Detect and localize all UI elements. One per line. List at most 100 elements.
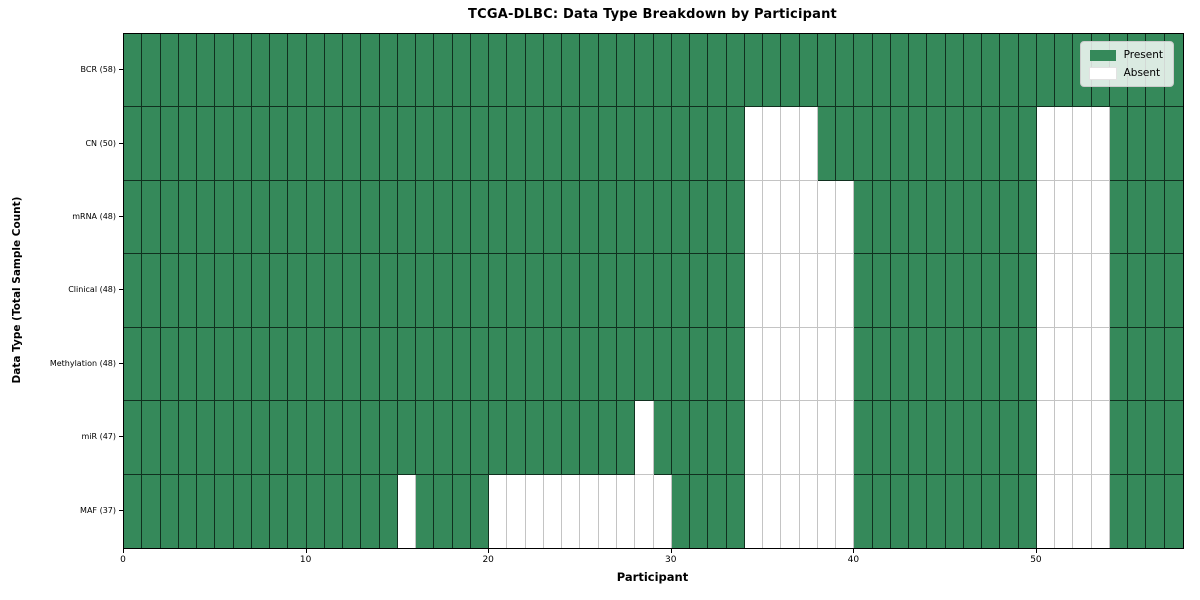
heatmap-cell — [945, 327, 964, 402]
heatmap-cell — [1091, 327, 1110, 402]
heatmap-cell — [434, 401, 453, 475]
heatmap-cell — [872, 474, 891, 548]
heatmap-cell — [635, 327, 654, 402]
heatmap-cell — [1018, 401, 1037, 475]
heatmap-cell — [708, 474, 727, 548]
heatmap-cell — [562, 474, 581, 548]
y-tick-mark — [119, 142, 123, 144]
heatmap-cell — [616, 34, 636, 108]
heatmap-cell — [470, 107, 490, 181]
heatmap-cell — [726, 180, 745, 255]
heatmap-cell — [197, 327, 216, 402]
heatmap-cell — [671, 254, 691, 328]
heatmap-cell — [507, 401, 526, 475]
y-tick-mark — [119, 436, 123, 438]
heatmap-cell — [963, 401, 983, 475]
heatmap-cell — [982, 180, 1001, 255]
heatmap-cell — [452, 401, 471, 475]
heatmap-cell — [306, 401, 325, 475]
heatmap-cell — [142, 107, 161, 181]
heatmap-cell — [1055, 107, 1074, 181]
heatmap-cell — [1018, 107, 1037, 181]
heatmap-cell — [562, 107, 581, 181]
heatmap-cell — [890, 107, 910, 181]
y-tick-mark — [119, 216, 123, 218]
heatmap-cell — [1018, 474, 1037, 548]
heatmap-cell — [251, 327, 271, 402]
heatmap-cell — [489, 254, 508, 328]
heatmap-cell — [160, 474, 179, 548]
x-tick-mark — [853, 548, 855, 553]
heatmap-cell — [616, 254, 636, 328]
heatmap-cell — [1000, 34, 1019, 108]
heatmap-cell — [671, 34, 691, 108]
y-tick-text: CN (50) — [85, 138, 116, 148]
heatmap-cell — [817, 327, 837, 402]
heatmap-cell — [1109, 254, 1129, 328]
y-tick-text: mRNA (48) — [72, 212, 116, 222]
heatmap-cell — [1000, 474, 1019, 548]
heatmap-cell — [507, 254, 526, 328]
heatmap-cell — [470, 401, 490, 475]
heatmap-cell — [854, 474, 873, 548]
heatmap-cell — [1146, 107, 1165, 181]
y-tick-text: BCR (58) — [80, 65, 116, 75]
heatmap-cell — [343, 107, 362, 181]
y-tick-mark — [119, 509, 123, 511]
heatmap-cell — [562, 401, 581, 475]
heatmap-cell — [288, 107, 307, 181]
heatmap-cell — [160, 107, 179, 181]
heatmap-cell — [982, 327, 1001, 402]
heatmap-cell — [890, 327, 910, 402]
heatmap-cell — [525, 107, 544, 181]
heatmap-cell — [854, 34, 873, 108]
heatmap-cell — [470, 327, 490, 402]
heatmap-cell — [982, 401, 1001, 475]
heatmap-cell — [1073, 474, 1092, 548]
heatmap-cell — [945, 254, 964, 328]
legend-item-absent: Absent — [1088, 66, 1163, 80]
heatmap-cell — [1164, 327, 1183, 402]
heatmap-cell — [1018, 327, 1037, 402]
heatmap-cell — [1128, 327, 1147, 402]
heatmap-cell — [397, 107, 417, 181]
heatmap-cell — [982, 107, 1001, 181]
heatmap-cell — [580, 474, 599, 548]
heatmap-cell — [543, 327, 563, 402]
heatmap-cell — [671, 401, 691, 475]
heatmap-cell — [927, 107, 946, 181]
heatmap-cell — [251, 254, 271, 328]
heatmap-cell — [543, 34, 563, 108]
heatmap-cell — [635, 254, 654, 328]
heatmap-cell — [909, 34, 928, 108]
heatmap-cell — [397, 34, 417, 108]
heatmap-cell — [927, 474, 946, 548]
heatmap-cell — [215, 107, 234, 181]
heatmap-cell — [726, 327, 745, 402]
heatmap-cell — [1073, 254, 1092, 328]
heatmap-cell — [197, 180, 216, 255]
heatmap-cell — [233, 401, 252, 475]
heatmap-cell — [836, 254, 855, 328]
heatmap-cell — [781, 401, 800, 475]
heatmap-cell — [890, 34, 910, 108]
y-tick-text: Methylation (48) — [49, 358, 116, 368]
heatmap-cell — [616, 401, 636, 475]
heatmap-cell — [324, 474, 344, 548]
heatmap-cell — [909, 107, 928, 181]
heatmap-cell — [763, 474, 782, 548]
heatmap-cell — [507, 107, 526, 181]
heatmap-cell — [124, 180, 143, 255]
heatmap-cell — [690, 327, 709, 402]
heatmap-cell — [963, 254, 983, 328]
heatmap-cell — [708, 401, 727, 475]
heatmap-cell — [963, 180, 983, 255]
heatmap-cell — [1146, 401, 1165, 475]
heatmap-cell — [909, 474, 928, 548]
heatmap-cell — [671, 180, 691, 255]
heatmap-cell — [324, 180, 344, 255]
heatmap-cell — [616, 180, 636, 255]
heatmap-cell — [1055, 327, 1074, 402]
heatmap-cell — [160, 401, 179, 475]
heatmap-cell — [306, 180, 325, 255]
